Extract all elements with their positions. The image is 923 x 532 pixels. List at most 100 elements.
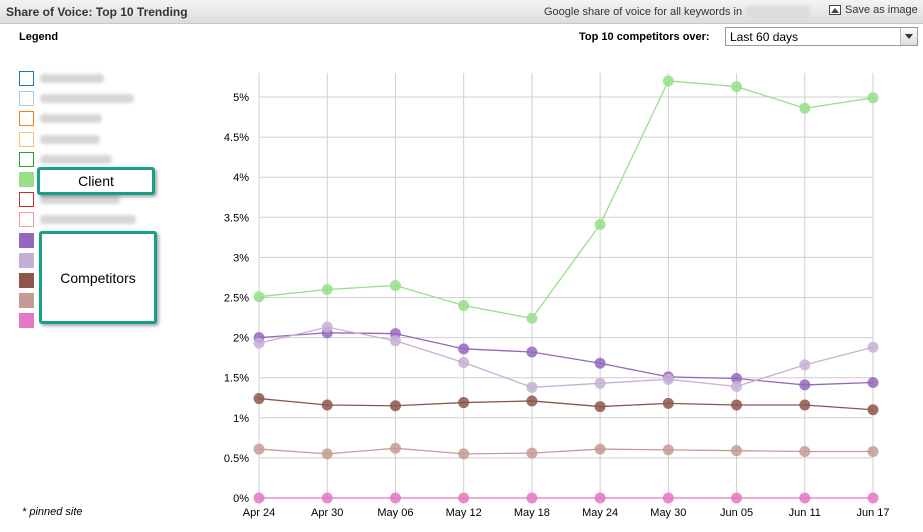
legend-item[interactable] [19,172,199,188]
data-point [458,492,470,504]
data-point [662,373,674,385]
chevron-down-icon[interactable] [900,28,917,45]
legend-swatch[interactable] [19,172,34,187]
range-label: Top 10 competitors over: [579,31,710,43]
data-point [458,397,470,409]
data-point [321,283,333,295]
x-tick-label: May 30 [650,507,686,519]
data-point [321,399,333,411]
redacted-site-name [40,94,134,104]
data-point [731,399,743,411]
data-point [389,442,401,454]
data-point [867,92,879,104]
redacted-site-name [40,114,102,124]
legend-swatch[interactable] [19,313,34,329]
legend-swatch[interactable] [19,131,34,147]
client-callout: Client [37,167,155,195]
legend-item[interactable] [19,151,199,168]
y-tick-label: 5% [233,92,249,104]
legend-item[interactable] [19,91,199,107]
legend-item[interactable] [19,232,199,249]
legend-item[interactable] [19,273,199,289]
legend-item[interactable] [19,71,199,87]
legend-item[interactable] [19,131,199,148]
data-point [594,219,606,231]
widget-description: Google share of voice for all keywords i… [544,6,743,18]
widget-title: Share of Voice: Top 10 Trending [6,5,188,19]
data-point [526,381,538,393]
series-line [258,447,873,455]
x-tick-label: Jun 05 [720,507,753,519]
x-tick-label: Jun 17 [856,507,889,519]
legend-title: Legend [19,31,59,43]
legend-swatch[interactable] [19,71,34,86]
series-line [258,397,874,411]
data-point [389,335,401,347]
legend-swatch[interactable] [19,232,34,248]
save-as-image-button[interactable]: Save as image [829,4,918,16]
data-point [662,397,674,409]
data-point [731,381,743,393]
x-tick-label: Jun 11 [789,507,821,519]
data-point [799,492,811,504]
y-tick-label: 2.5% [224,293,249,305]
data-point [867,445,879,457]
data-point [253,492,265,504]
y-tick-label: 4% [233,172,249,184]
x-tick-label: May 24 [582,507,618,519]
data-point [458,300,470,312]
legend-swatch[interactable] [19,111,34,127]
data-point [594,443,606,455]
data-point [321,448,333,460]
data-point [662,444,674,456]
pinned-site-note: * pinned site [22,506,83,518]
data-point [731,373,743,385]
data-point [594,377,606,389]
data-point [526,492,538,504]
data-point [594,492,606,504]
data-point [321,492,333,504]
legend-item[interactable] [19,111,199,127]
data-point [731,492,743,504]
data-point [799,359,811,371]
legend-swatch[interactable] [19,212,34,228]
legend-swatch[interactable] [19,252,34,268]
redacted-keyword-set [746,6,810,18]
data-point [389,279,401,291]
legend-swatch[interactable] [19,273,34,288]
data-point [526,395,538,407]
series-line [258,332,874,386]
legend-swatch[interactable] [19,192,34,208]
redacted-site-name [40,215,136,225]
y-tick-label: 2% [233,333,249,345]
legend-item[interactable] [19,313,199,329]
data-point [526,312,538,324]
data-point [389,400,401,412]
data-point [731,81,743,93]
competitors-callout: Competitors [39,231,157,324]
x-tick-label: May 18 [514,507,550,519]
image-icon [829,5,841,15]
data-point [799,102,811,114]
data-point [253,393,265,405]
data-point [867,377,879,389]
data-point [662,75,674,87]
legend-item[interactable] [19,192,199,208]
x-tick-label: May 12 [446,507,482,519]
y-tick-label: 0% [233,493,249,505]
data-point [321,321,333,333]
legend-item[interactable] [19,212,199,228]
widget-header: Share of Voice: Top 10 Trending Google s… [0,0,923,24]
legend-swatch[interactable] [19,151,34,167]
x-tick-label: Apr 24 [243,507,275,519]
date-range-select[interactable]: Last 60 days [725,27,918,46]
legend-swatch[interactable] [19,293,34,309]
legend-item[interactable] [19,293,199,309]
redacted-site-name [40,134,100,144]
data-point [867,492,879,504]
legend-swatch[interactable] [19,91,34,107]
legend-item[interactable] [19,252,199,269]
competitors-callout-label: Competitors [60,269,136,286]
y-tick-label: 4.5% [224,132,249,144]
